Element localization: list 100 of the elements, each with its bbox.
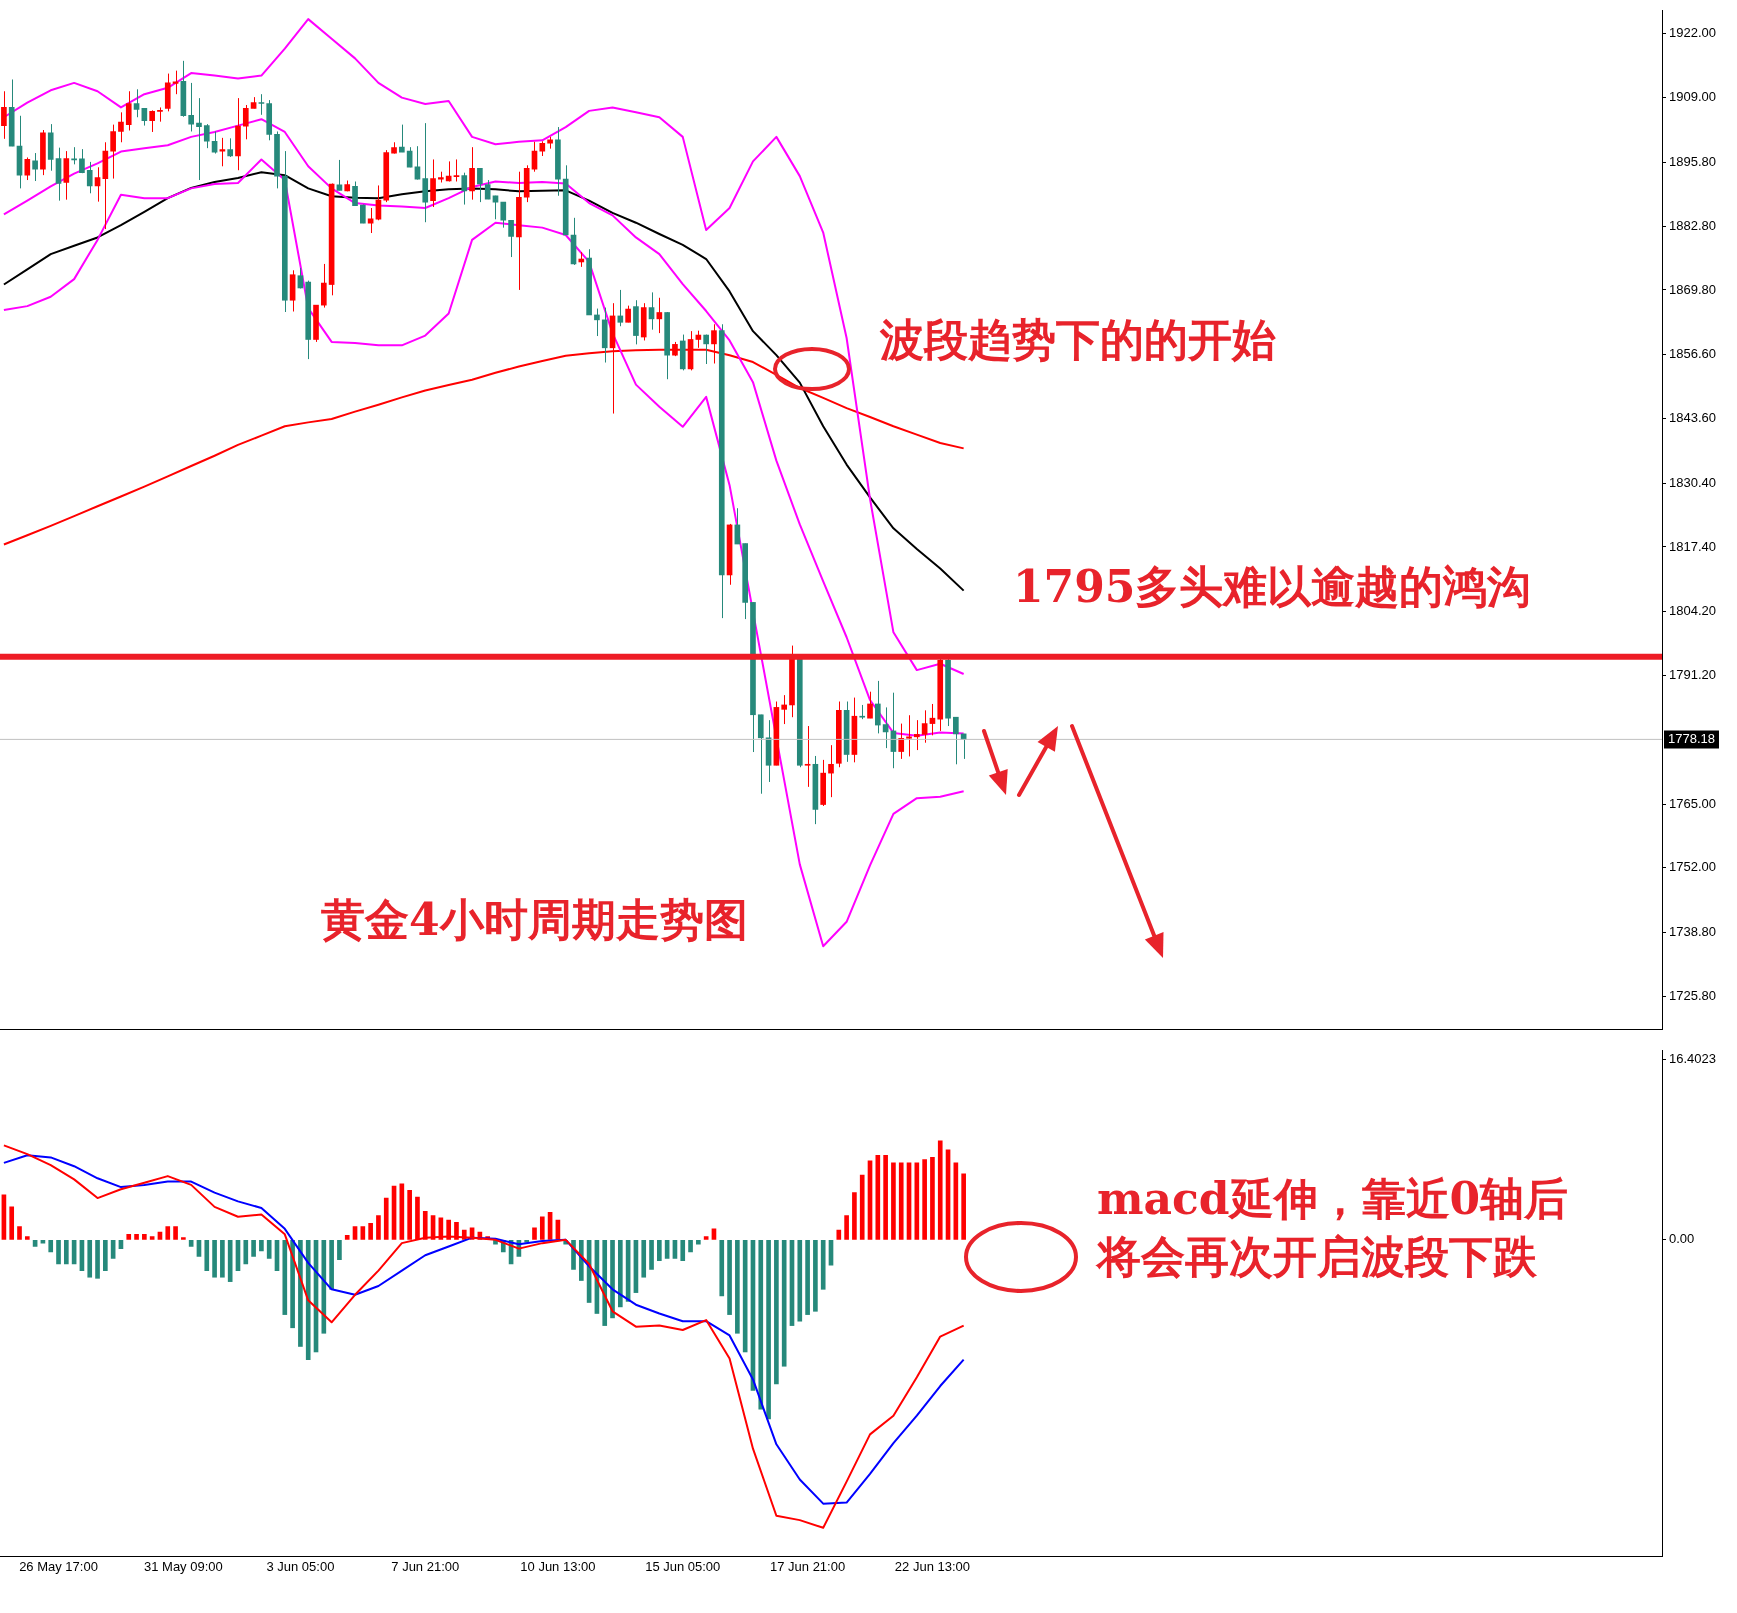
candlestick [625, 305, 631, 323]
bar [251, 1240, 256, 1257]
bar [383, 1197, 389, 1240]
bar [126, 1234, 132, 1240]
bar [781, 1240, 787, 1367]
candlestick [664, 311, 670, 380]
candlestick [360, 204, 366, 224]
bar [446, 1219, 451, 1240]
y-tick-label: 1738.80 [1669, 924, 1716, 940]
bar [532, 1227, 537, 1240]
annotation: 黄金4小时周期走势图 [321, 894, 748, 945]
bar [539, 1216, 545, 1240]
y-tick-label: 1725.80 [1669, 987, 1716, 1003]
bar [181, 1237, 186, 1240]
candlestick [757, 714, 764, 795]
bar [24, 1236, 30, 1240]
ref-line-label: 1778.18 [1668, 730, 1715, 746]
candlestick [859, 704, 866, 720]
bar [48, 1240, 54, 1253]
bar [63, 1240, 69, 1265]
bar [368, 1223, 373, 1240]
bar [134, 1234, 139, 1240]
bar [696, 1240, 701, 1245]
bar [922, 1159, 927, 1240]
bar [891, 1162, 896, 1240]
candlestick [500, 201, 507, 229]
bar [875, 1154, 881, 1240]
bar [649, 1240, 654, 1270]
bar [852, 1192, 857, 1240]
bar [344, 1235, 350, 1240]
bar [688, 1240, 693, 1253]
y-tick-label: 16.4023 [1669, 1051, 1716, 1067]
x-tick-label: 10 Jun 13:00 [520, 1558, 596, 1574]
x-tick-label: 3 Jun 05:00 [266, 1558, 335, 1574]
bar [820, 1240, 826, 1290]
y-tick-label: 1909.00 [1669, 89, 1716, 105]
bar [836, 1229, 842, 1240]
bar [407, 1190, 412, 1240]
bar [376, 1215, 381, 1240]
bar [204, 1240, 210, 1271]
candlestick [8, 78, 15, 147]
bar [758, 1240, 764, 1410]
bar [337, 1240, 342, 1260]
y-tick-label: 1752.00 [1669, 859, 1716, 875]
bar [813, 1240, 818, 1312]
bar [32, 1240, 38, 1247]
bar [766, 1240, 771, 1420]
annotation: 波段趋势下的的开始 [880, 314, 1276, 365]
y-tick-label: 1765.00 [1669, 795, 1716, 811]
bar [805, 1240, 810, 1315]
annotation: 1795多头难以逾越的鸿沟 [1013, 561, 1532, 612]
bar [266, 1240, 272, 1259]
candlestick [547, 136, 553, 150]
bar [703, 1236, 709, 1240]
bar [602, 1240, 608, 1326]
bar [188, 1240, 194, 1247]
y-tick-label: 1830.40 [1669, 474, 1716, 490]
x-tick-label: 26 May 17:00 [19, 1558, 98, 1574]
bar [17, 1226, 22, 1240]
x-tick-label: 15 Jun 05:00 [645, 1558, 721, 1574]
x-tick-label: 31 May 09:00 [143, 1558, 223, 1574]
y-tick-label: 1882.80 [1669, 217, 1716, 233]
bar [859, 1174, 865, 1240]
bar [243, 1240, 249, 1265]
bar [103, 1240, 108, 1271]
bar [844, 1215, 849, 1240]
bar [719, 1240, 725, 1297]
bar [56, 1240, 61, 1265]
bar [9, 1206, 15, 1240]
bar [883, 1154, 888, 1240]
candlestick [203, 123, 210, 149]
x-tick-label: 22 Jun 13:00 [894, 1558, 971, 1574]
y-tick-label: 1895.80 [1669, 153, 1716, 169]
bar [610, 1240, 615, 1319]
bar [298, 1240, 303, 1347]
bar [454, 1221, 459, 1240]
y-tick-label: 0.00 [1669, 1231, 1695, 1247]
bar [87, 1240, 93, 1278]
bar [290, 1240, 295, 1329]
bar [578, 1240, 584, 1281]
candlestick [867, 691, 873, 719]
bar [227, 1240, 233, 1282]
bar [641, 1240, 647, 1278]
bar [961, 1173, 966, 1240]
bar [797, 1240, 803, 1322]
annotation: 将会再次开启波段下跌 [1097, 1231, 1537, 1282]
bar [173, 1226, 178, 1240]
bar [617, 1240, 623, 1308]
y-tick-label: 1922.00 [1669, 25, 1716, 41]
bar [321, 1240, 327, 1334]
candlestick [906, 714, 912, 757]
bar [305, 1240, 311, 1360]
bar [95, 1240, 100, 1279]
y-tick-label: 1856.60 [1669, 346, 1716, 362]
bar [937, 1140, 943, 1240]
y-tick-label: 1817.40 [1669, 538, 1716, 554]
bar [680, 1240, 686, 1262]
y-tick-label: 1843.60 [1669, 410, 1716, 426]
bar [735, 1240, 740, 1334]
candlestick [484, 179, 491, 200]
